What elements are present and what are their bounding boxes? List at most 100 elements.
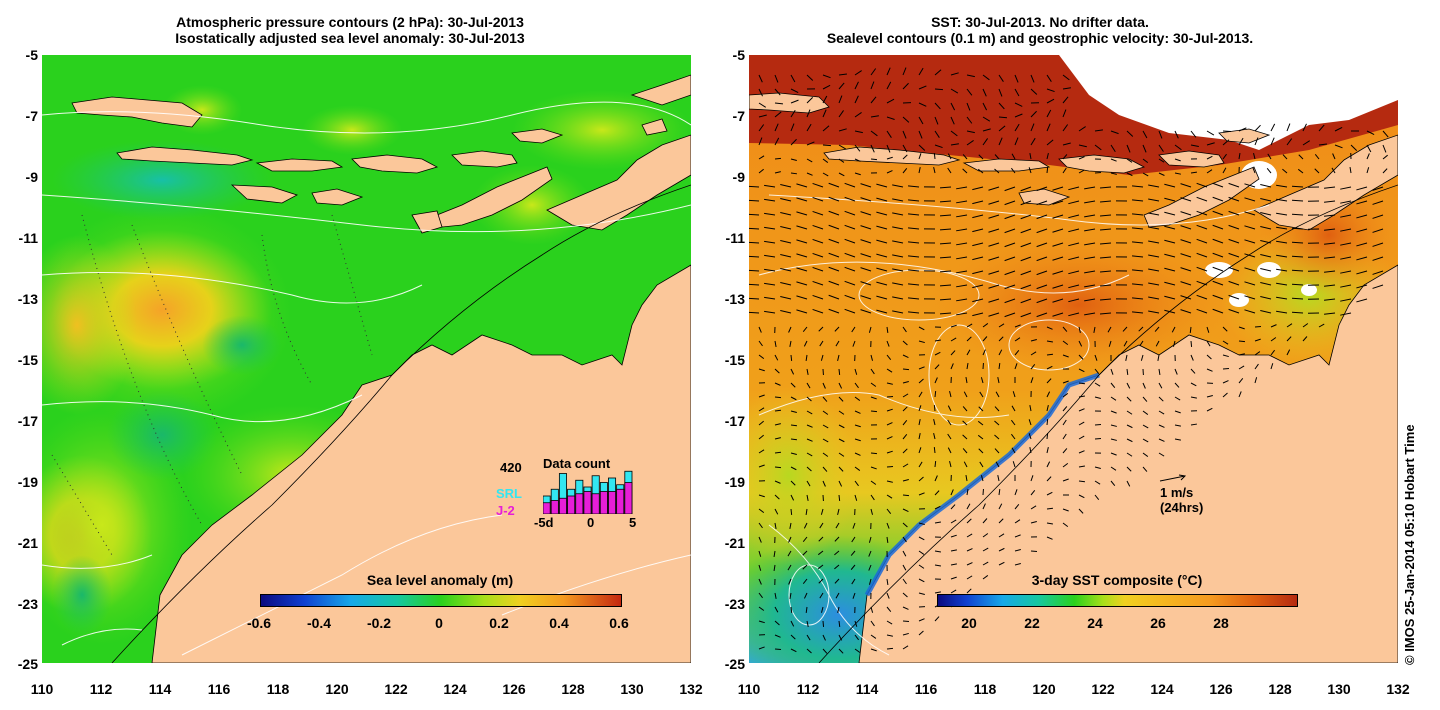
velocity-arrow bbox=[1052, 312, 1064, 317]
velocity-arrow bbox=[822, 144, 832, 147]
velocity-arrow bbox=[838, 452, 845, 457]
velocity-arrow bbox=[1014, 519, 1021, 524]
velocity-arrow bbox=[758, 88, 763, 97]
velocity-arrow bbox=[902, 82, 909, 90]
velocity-arrow bbox=[918, 116, 924, 125]
velocity-arrow bbox=[978, 154, 984, 160]
velocity-arrow bbox=[774, 102, 784, 105]
velocity-arrow bbox=[1164, 295, 1176, 300]
velocity-arrow bbox=[1036, 284, 1048, 290]
velocity-arrow bbox=[1286, 336, 1292, 342]
velocity-arrow bbox=[1062, 508, 1069, 512]
velocity-arrow bbox=[1291, 311, 1304, 314]
velocity-arrow bbox=[995, 461, 1000, 468]
velocity-arrow bbox=[790, 648, 797, 653]
velocity-arrow bbox=[806, 466, 812, 472]
velocity-arrow bbox=[902, 606, 909, 610]
velocity-arrow bbox=[962, 434, 968, 440]
velocity-arrow bbox=[1036, 298, 1048, 304]
left-title-line1: Atmospheric pressure contours (2 hPa): 3… bbox=[176, 14, 524, 30]
velocity-arrow bbox=[998, 503, 1003, 510]
velocity-arrow bbox=[886, 170, 893, 174]
velocity-arrow bbox=[902, 420, 908, 426]
velocity-arrow bbox=[977, 434, 984, 440]
velocity-arrow bbox=[1126, 438, 1133, 443]
velocity-arrow bbox=[1094, 396, 1101, 399]
velocity-arrow bbox=[1276, 198, 1288, 202]
velocity-arrow bbox=[902, 144, 908, 153]
velocity-arrow bbox=[966, 548, 973, 552]
velocity-arrow bbox=[1030, 110, 1037, 118]
velocity-arrow bbox=[870, 158, 878, 161]
velocity-arrow bbox=[844, 308, 856, 314]
velocity-arrow bbox=[1212, 294, 1224, 300]
y-tick: -19 bbox=[724, 474, 745, 490]
velocity-arrow bbox=[1099, 228, 1112, 231]
sst-colorbar-title: 3-day SST composite (°C) bbox=[1031, 572, 1203, 588]
velocity-arrow bbox=[918, 433, 921, 440]
velocity-arrow bbox=[1078, 421, 1085, 426]
velocity-arrow bbox=[918, 536, 925, 541]
velocity-arrow bbox=[956, 242, 968, 246]
velocity-arrow bbox=[1020, 186, 1032, 192]
velocity-arrow bbox=[1174, 382, 1180, 388]
velocity-arrow bbox=[1148, 240, 1160, 244]
velocity-arrow bbox=[1148, 226, 1160, 230]
velocity-arrow bbox=[1254, 377, 1258, 384]
y-tick: -23 bbox=[17, 596, 38, 612]
velocity-arrow bbox=[908, 311, 920, 314]
velocity-arrow bbox=[947, 167, 952, 174]
velocity-arrow bbox=[1062, 96, 1069, 104]
velocity-arrow bbox=[868, 326, 872, 333]
velocity-arrow bbox=[806, 368, 809, 375]
velocity-arrow bbox=[1356, 200, 1368, 205]
velocity-arrow bbox=[956, 228, 968, 232]
velocity-arrow bbox=[1142, 172, 1149, 177]
velocity-arrow bbox=[1276, 296, 1288, 300]
velocity-arrow bbox=[886, 422, 893, 426]
velocity-arrow bbox=[1332, 153, 1336, 160]
velocity-arrow bbox=[1084, 256, 1096, 260]
velocity-arrow bbox=[749, 283, 760, 286]
velocity-arrow bbox=[806, 452, 813, 457]
x-tick: 116 bbox=[207, 681, 231, 697]
velocity-arrow bbox=[1014, 102, 1023, 107]
velocity-arrow bbox=[806, 396, 812, 402]
velocity-arrow bbox=[1222, 354, 1229, 358]
velocity-arrow bbox=[787, 564, 792, 571]
velocity-arrow bbox=[1052, 284, 1064, 289]
velocity-arrow bbox=[780, 282, 792, 286]
velocity-arrow bbox=[1158, 144, 1164, 152]
velocity-arrow bbox=[790, 452, 797, 455]
velocity-arrow bbox=[939, 228, 952, 231]
y-tick: -19 bbox=[17, 474, 38, 490]
velocity-arrow bbox=[844, 238, 856, 244]
velocity-arrow bbox=[962, 406, 968, 412]
velocity-arrow bbox=[838, 480, 843, 487]
velocity-arrow bbox=[796, 197, 808, 202]
velocity-arrow bbox=[868, 536, 872, 543]
velocity-arrow bbox=[1068, 214, 1080, 219]
velocity-arrow bbox=[982, 336, 988, 342]
velocity-arrow bbox=[796, 281, 808, 286]
y-tick: -13 bbox=[724, 291, 745, 307]
velocity-arrow bbox=[854, 466, 861, 471]
velocity-arrow bbox=[774, 88, 781, 96]
velocity-arrow bbox=[934, 116, 939, 125]
velocity-arrow bbox=[1244, 281, 1256, 286]
velocity-arrow bbox=[806, 438, 813, 442]
velocity-arrow bbox=[822, 634, 826, 641]
velocity-arrow bbox=[774, 409, 782, 412]
velocity-arrow bbox=[1126, 172, 1133, 177]
velocity-arrow bbox=[1062, 354, 1069, 358]
velocity-arrow bbox=[998, 102, 1005, 110]
velocity-arrow bbox=[1318, 323, 1325, 328]
velocity-arrow bbox=[1244, 211, 1256, 216]
velocity-arrow bbox=[998, 323, 1005, 328]
velocity-arrow bbox=[1260, 295, 1272, 300]
velocity-arrow bbox=[902, 340, 908, 346]
velocity-arrow bbox=[995, 391, 1000, 398]
x-tick: 122 bbox=[1091, 681, 1115, 697]
velocity-arrow bbox=[844, 224, 856, 230]
velocity-arrow bbox=[1020, 298, 1032, 304]
